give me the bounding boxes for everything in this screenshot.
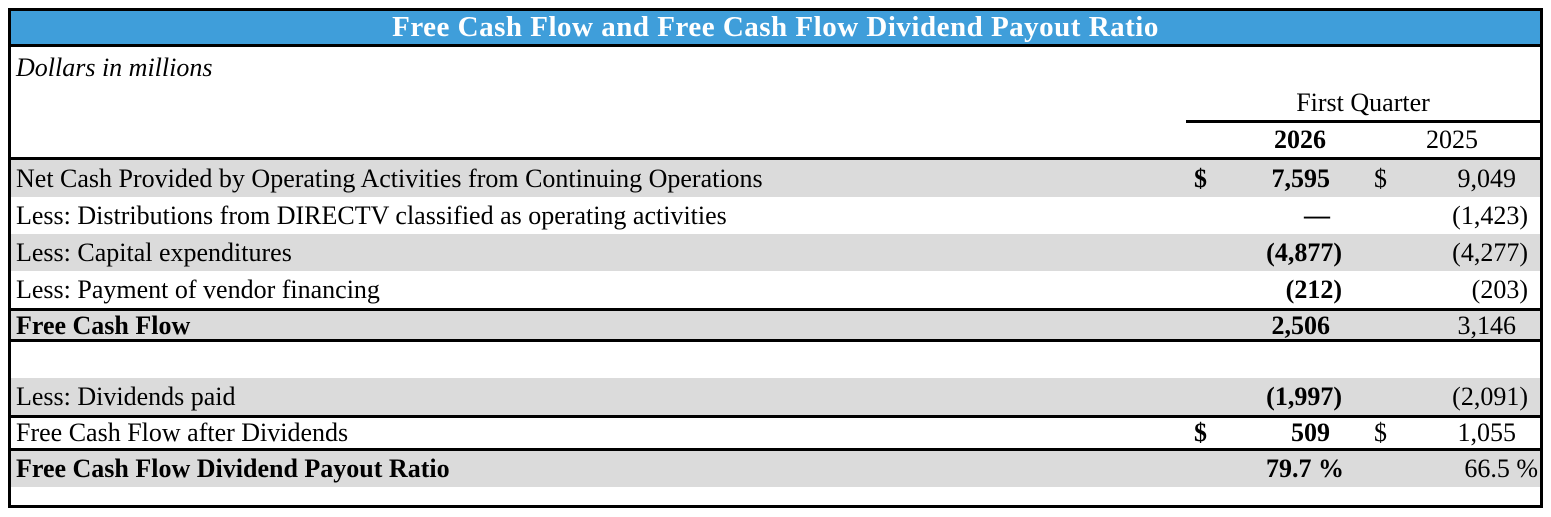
- table-row-dividends-paid: Less: Dividends paid (1,997) (2,091): [11, 378, 1540, 415]
- value-2026: —: [1304, 200, 1330, 230]
- table-row-operating-cash: Net Cash Provided by Operating Activitie…: [11, 160, 1540, 197]
- table-row-free-cash-flow: Free Cash Flow 2,506 3,146: [11, 308, 1540, 342]
- year-header-row: 2026 2025: [11, 123, 1540, 160]
- value-2025: (203): [1471, 274, 1528, 304]
- units-note-row: Dollars in millions: [11, 47, 1540, 89]
- table-row-directv-distributions: Less: Distributions from DIRECTV classif…: [11, 197, 1540, 234]
- period-header-cell: First Quarter: [1186, 88, 1540, 123]
- currency-symbol-2026: $: [1194, 418, 1207, 447]
- financial-table: Free Cash Flow and Free Cash Flow Divide…: [8, 8, 1543, 508]
- row-label: Free Cash Flow after Dividends: [16, 418, 349, 447]
- value-2025: 3,146: [1457, 311, 1517, 340]
- units-note: Dollars in millions: [16, 53, 213, 82]
- currency-symbol-2025: $: [1374, 418, 1387, 447]
- row-label: Less: Payment of vendor financing: [16, 274, 380, 304]
- value-2026: (4,877): [1266, 237, 1342, 267]
- row-label: Free Cash Flow Dividend Payout Ratio: [16, 454, 450, 483]
- value-2026: 509: [1291, 418, 1330, 447]
- period-header-row: First Quarter: [11, 88, 1540, 123]
- row-label: Less: Distributions from DIRECTV classif…: [16, 200, 727, 230]
- value-2026: 2,506: [1271, 311, 1331, 340]
- value-2025: 1,055: [1457, 418, 1517, 447]
- title-bar: Free Cash Flow and Free Cash Flow Divide…: [11, 11, 1540, 47]
- table-title: Free Cash Flow and Free Cash Flow Divide…: [392, 11, 1159, 43]
- row-label: Net Cash Provided by Operating Activitie…: [16, 163, 763, 193]
- currency-symbol-2026: $: [1194, 163, 1207, 193]
- value-2026: (1,997): [1266, 381, 1342, 411]
- row-label: Less: Dividends paid: [16, 381, 236, 411]
- value-2025: (2,091): [1452, 381, 1528, 411]
- year-header-2026: 2026: [1274, 125, 1326, 154]
- table-row-capital-expenditures: Less: Capital expenditures (4,877) (4,27…: [11, 234, 1540, 271]
- currency-symbol-2025: $: [1374, 163, 1387, 193]
- value-2025: 9,049: [1457, 163, 1517, 193]
- year-header-2025: 2025: [1426, 125, 1478, 154]
- value-2026: (212): [1285, 274, 1342, 304]
- row-label: Free Cash Flow: [16, 311, 191, 340]
- table-row-spacer: [11, 342, 1540, 378]
- value-2025: 66.5 %: [1464, 454, 1538, 483]
- value-2025: (4,277): [1452, 237, 1528, 267]
- value-2025: (1,423): [1452, 200, 1528, 230]
- value-2026: 7,595: [1271, 163, 1331, 193]
- period-header: First Quarter: [1296, 88, 1430, 117]
- table-row-fcf-after-dividends: Free Cash Flow after Dividends $ 509 $ 1…: [11, 415, 1540, 451]
- row-label: Less: Capital expenditures: [16, 237, 292, 267]
- table-row-vendor-financing: Less: Payment of vendor financing (212) …: [11, 271, 1540, 308]
- table-row-payout-ratio: Free Cash Flow Dividend Payout Ratio 79.…: [11, 451, 1540, 487]
- value-2026: 79.7 %: [1266, 454, 1344, 483]
